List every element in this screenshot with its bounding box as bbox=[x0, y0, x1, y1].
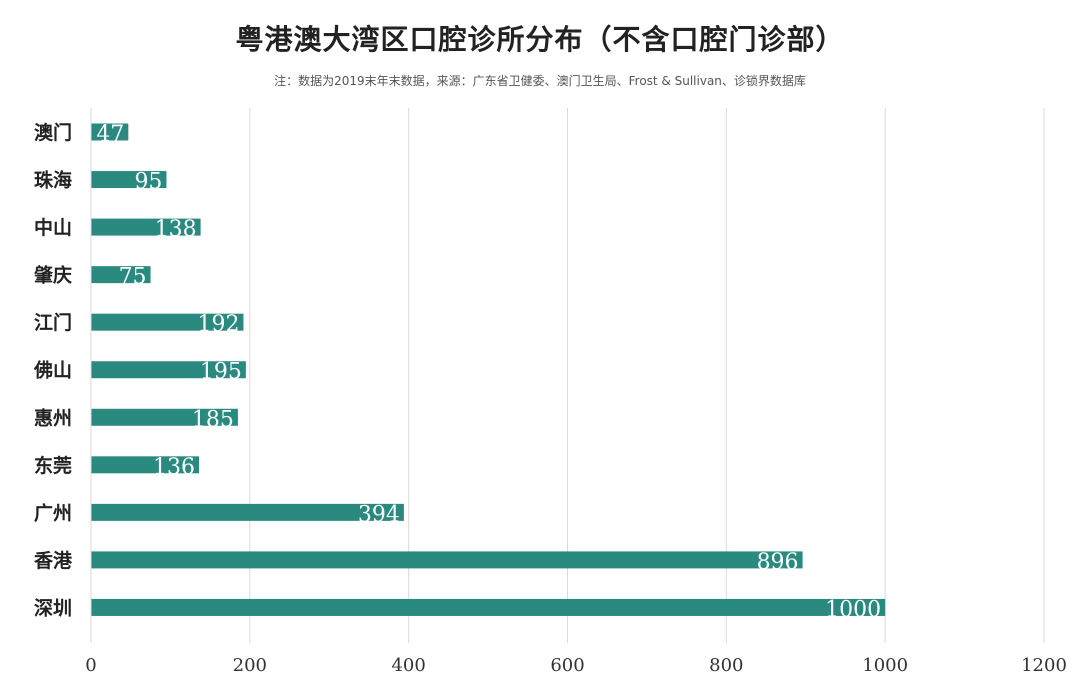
bar bbox=[91, 503, 404, 521]
bar-data-label: 95 bbox=[134, 170, 162, 195]
x-tick-label: 0 bbox=[85, 655, 96, 676]
bar-data-label: 138 bbox=[155, 217, 197, 242]
x-tick-label: 800 bbox=[709, 655, 743, 676]
bar bbox=[91, 456, 200, 474]
bar-data-label: 185 bbox=[192, 407, 234, 432]
x-tick-label: 1000 bbox=[862, 655, 908, 676]
y-category-label: 澳门 bbox=[34, 121, 72, 144]
y-category-label: 江门 bbox=[34, 311, 72, 334]
bar bbox=[91, 266, 151, 284]
chart-source-note: 注：数据为2019末年末数据，来源：广东省卫健委、澳门卫生局、Frost & S… bbox=[274, 74, 806, 88]
y-category-label: 广州 bbox=[34, 501, 72, 524]
bar-data-label: 394 bbox=[358, 502, 400, 527]
y-category-label: 深圳 bbox=[34, 596, 72, 619]
bar bbox=[91, 218, 201, 236]
bar bbox=[91, 598, 886, 616]
y-category-label: 珠海 bbox=[34, 169, 72, 192]
bar-data-label: 192 bbox=[197, 312, 239, 337]
bar-data-label: 195 bbox=[200, 360, 242, 385]
y-category-label: 香港 bbox=[33, 550, 73, 572]
bar bbox=[91, 361, 246, 379]
bar-data-label: 47 bbox=[96, 122, 124, 147]
bar-data-label: 136 bbox=[153, 455, 195, 480]
y-category-label: 佛山 bbox=[33, 359, 72, 382]
bar bbox=[91, 551, 803, 569]
bar bbox=[91, 408, 238, 426]
y-category-label: 东莞 bbox=[34, 454, 72, 477]
y-category-label: 惠州 bbox=[34, 407, 72, 429]
chart-title: 粤港澳大湾区口腔诊所分布（不含口腔门诊部） bbox=[235, 23, 845, 56]
x-tick-label: 400 bbox=[391, 655, 425, 676]
bar-data-label: 896 bbox=[757, 550, 799, 575]
bar bbox=[91, 171, 167, 189]
x-tick-label: 600 bbox=[550, 655, 584, 676]
bar-data-label: 75 bbox=[119, 265, 147, 290]
y-category-label: 肇庆 bbox=[34, 264, 72, 287]
bar bbox=[91, 123, 129, 141]
bar-data-label: 1000 bbox=[825, 597, 881, 622]
x-tick-label: 200 bbox=[233, 655, 267, 676]
y-category-label: 中山 bbox=[34, 216, 72, 239]
x-tick-label: 1200 bbox=[1021, 655, 1067, 676]
bar bbox=[91, 313, 244, 331]
